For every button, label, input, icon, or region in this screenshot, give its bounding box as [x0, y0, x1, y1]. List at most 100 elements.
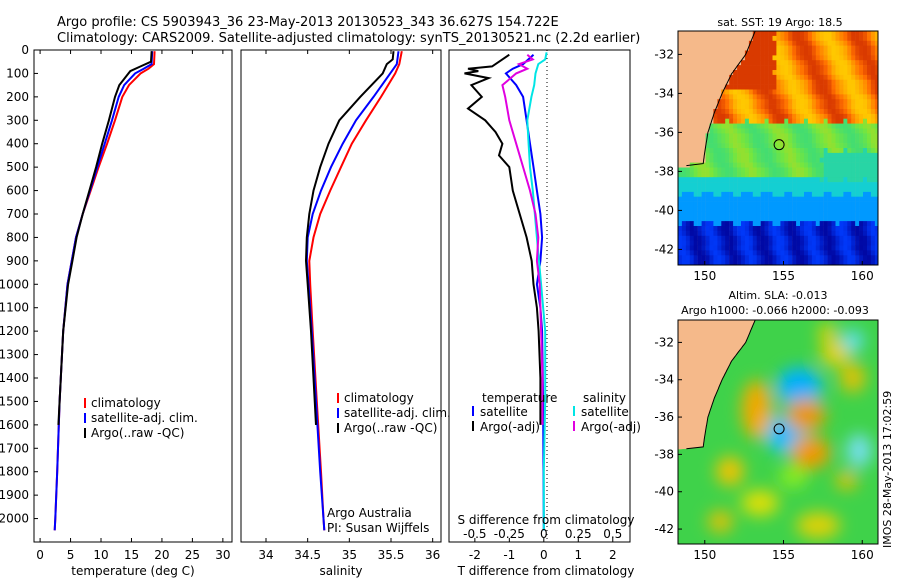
sst-cell: [721, 104, 726, 110]
sst-cell: [788, 245, 793, 251]
sst-cell: [839, 157, 844, 163]
sst-cell: [756, 70, 761, 76]
sst-cell: [725, 128, 730, 134]
sst-cell: [756, 74, 761, 81]
sst-cell: [843, 191, 848, 198]
sst-cell: [851, 138, 856, 144]
sst-cell: [717, 172, 722, 178]
sst-cell: [717, 128, 722, 134]
sst-cell: [752, 84, 757, 90]
sst-cell: [784, 255, 789, 261]
temperature-ytick-label: 900: [6, 254, 29, 268]
sst-cell: [851, 74, 856, 81]
sst-cell: [859, 113, 864, 120]
sst-cell: [863, 255, 868, 261]
sst-cell: [737, 118, 742, 124]
sst-cell: [851, 113, 856, 120]
sst-cell: [764, 89, 769, 95]
sst-cell: [784, 84, 789, 90]
sst-cell: [681, 196, 687, 202]
sst-cell: [819, 55, 824, 61]
sst-cell: [772, 221, 777, 227]
sst-cell: [855, 31, 860, 37]
sst-cell: [819, 216, 824, 222]
sst-ytick-label: -42: [654, 242, 674, 256]
sst-cell: [697, 230, 702, 237]
temperature-xlabel: temperature (deg C): [71, 564, 194, 578]
sst-cell: [729, 94, 734, 100]
sst-cell: [756, 45, 761, 51]
sst-cell: [823, 255, 828, 261]
sst-cell: [780, 109, 785, 115]
sst-cell: [678, 230, 683, 237]
sst-cell: [717, 143, 722, 149]
sst-cell: [796, 65, 801, 71]
sst-cell: [685, 235, 691, 241]
sst-cell: [776, 94, 781, 100]
sst-cell: [792, 260, 797, 265]
sst-cell: [874, 211, 878, 217]
sst-cell: [851, 157, 856, 163]
sst-cell: [737, 104, 742, 110]
sst-cell: [760, 128, 765, 134]
sst-cell: [713, 138, 718, 144]
sst-cell: [733, 226, 738, 232]
sst-cell: [874, 226, 878, 232]
sst-cell: [792, 133, 797, 139]
sst-cell: [741, 250, 746, 256]
sst-cell: [752, 216, 757, 222]
sst-cell: [815, 104, 820, 110]
sst-cell: [867, 177, 872, 183]
sst-cell: [752, 221, 757, 227]
sst-cell: [772, 45, 777, 51]
sst-cell: [772, 31, 777, 37]
sst-cell: [874, 70, 878, 76]
sst-cell: [874, 60, 878, 66]
sst-cell: [870, 191, 876, 198]
sst-cell: [678, 216, 683, 222]
sst-cell: [721, 245, 726, 251]
sst-cell: [827, 191, 832, 198]
sst-cell: [705, 245, 710, 251]
difference-upper-tick-label: 0.25: [565, 527, 592, 541]
sst-cell: [823, 245, 828, 251]
temperature-ytick-label: 200: [6, 90, 29, 104]
sst-cell: [756, 182, 761, 188]
sst-cell: [835, 35, 840, 42]
sst-cell: [870, 50, 876, 56]
sst-cell: [823, 109, 828, 115]
sst-cell: [776, 182, 781, 188]
sst-cell: [752, 235, 757, 241]
sst-cell: [776, 245, 781, 251]
sst-cell: [705, 260, 710, 265]
sst-cell: [752, 128, 757, 134]
sst-cell: [784, 45, 789, 51]
sst-cell: [701, 162, 706, 168]
sst-cell: [685, 240, 691, 246]
sst-cell: [796, 255, 801, 261]
sst-cell: [744, 138, 750, 144]
sst-cell: [831, 40, 836, 46]
sst-cell: [851, 196, 856, 202]
sst-cell: [776, 196, 781, 202]
sst-cell: [800, 240, 805, 246]
sst-cell: [752, 230, 757, 237]
sst-cell: [788, 216, 793, 222]
sst-cell: [863, 55, 868, 61]
sst-cell: [859, 235, 864, 241]
sst-cell: [717, 157, 722, 163]
sst-cell: [756, 211, 761, 217]
sst-cell: [780, 50, 785, 56]
sst-cell: [815, 182, 820, 188]
sst-cell: [678, 167, 683, 173]
sst-cell: [737, 240, 742, 246]
sst-cell: [874, 65, 878, 71]
sst-cell: [839, 84, 844, 90]
sla-anomaly-blob: [819, 340, 852, 367]
sst-cell: [811, 60, 817, 66]
sst-cell: [847, 94, 852, 100]
salinity-panel: 34 34.5 35 35.5 36 salinity climatology sate…: [240, 49, 451, 578]
sst-cell: [835, 216, 840, 222]
temperature-ytick-label: 400: [6, 137, 29, 151]
sst-cell: [741, 226, 746, 232]
